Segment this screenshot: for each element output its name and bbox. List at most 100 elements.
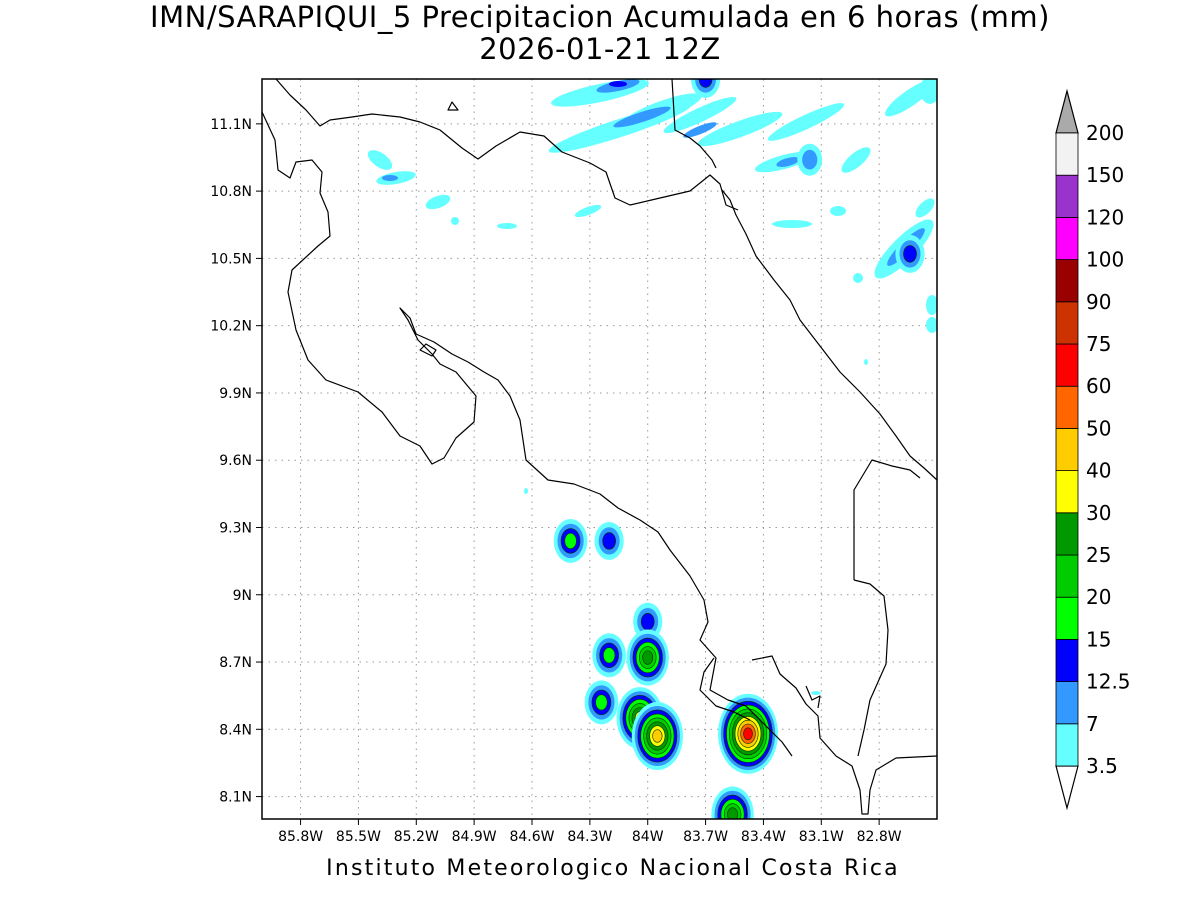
precip-contour (564, 532, 577, 549)
colorbar-swatch (1055, 132, 1079, 176)
lake-nicaragua-islet (447, 101, 459, 111)
colorbar-label: 20 (1086, 585, 1111, 609)
lat-tick-label: 9N (233, 588, 252, 604)
nicoya-islet (419, 343, 437, 357)
precip-contour (603, 647, 616, 664)
plot-area: 11.1N 10.8N 10.5N 10.2N 9.9N 9.6N 9.3N 9N 8.7N 8.… (210, 78, 938, 845)
map-title: IMN/SARAPIQUI_5 Precipitacion Acumulada … (150, 0, 1050, 34)
colorbar-label: 3.5 (1086, 754, 1118, 778)
precip-contour (602, 532, 616, 550)
nicaragua-coastline (275, 79, 739, 211)
precip-contour (595, 694, 608, 711)
precip-contour (642, 650, 654, 665)
lon-tick-label: 82.8W (857, 829, 902, 845)
colorbar-swatch (1055, 681, 1079, 725)
colorbar-label: 12.5 (1086, 670, 1131, 694)
colorbar-swatch (1055, 427, 1079, 471)
lon-tick-label: 83.1W (799, 829, 844, 845)
colorbar-label: 60 (1086, 374, 1111, 398)
precip-cell (626, 629, 669, 686)
lat-tick-label: 10.5N (210, 251, 252, 267)
precip-cell (797, 143, 823, 176)
precip-cell (592, 633, 626, 678)
lat-tick-label: 8.1N (219, 790, 252, 806)
precip-cell (718, 693, 778, 774)
precip-cell (553, 518, 588, 563)
precip-contour (640, 612, 655, 631)
precip-cell (690, 79, 721, 98)
costa-rica-caribbean-coast (721, 189, 937, 481)
colorbar-max-arrow (1055, 88, 1079, 134)
precip-cell (633, 602, 663, 641)
plot-frame (261, 78, 938, 820)
nicaragua-east-coast (671, 79, 717, 169)
precip-contour (743, 727, 753, 741)
lat-tick-label: 9.6N (219, 453, 252, 469)
colorbar-swatch (1055, 216, 1079, 260)
latitude-axis: 11.1N 10.8N 10.5N 10.2N 9.9N 9.6N 9.3N 9N 8.7N 8.… (210, 117, 262, 806)
colorbar-label: 15 (1086, 627, 1111, 651)
colorbar-label: 200 (1086, 121, 1124, 145)
footer-credit: Instituto Meteorologico Nacional Costa R… (326, 856, 900, 881)
precip-cell (711, 786, 754, 819)
colorbar-label: 75 (1086, 332, 1111, 356)
colorbar-label: 50 (1086, 416, 1111, 440)
precipitation-layer (367, 79, 937, 819)
lat-tick-label: 8.7N (219, 655, 252, 671)
colorbar-swatch (1055, 385, 1079, 429)
colorbar-swatch (1055, 301, 1079, 345)
lon-tick-label: 85.2W (394, 829, 439, 845)
burica-coast (805, 685, 821, 709)
precip-cell (594, 521, 624, 560)
precip-cell (631, 702, 683, 771)
colorbar-min-arrow (1055, 765, 1079, 811)
lat-tick-label: 11.1N (210, 117, 252, 133)
panama-border (853, 459, 921, 580)
precip-cell (895, 234, 925, 273)
precip-cells (553, 79, 925, 819)
lon-tick-label: 83.7W (683, 829, 728, 845)
precip-contour (652, 729, 663, 743)
colorbar-label: 90 (1086, 290, 1111, 314)
colorbar-label: 25 (1086, 543, 1111, 567)
precip-contour (698, 79, 713, 88)
lat-tick-label: 10.2N (210, 319, 252, 335)
lon-tick-label: 84.3W (567, 829, 612, 845)
panama-interior-line (853, 579, 889, 757)
colorbar-swatch (1055, 554, 1079, 598)
lon-tick-label: 85.5W (336, 829, 381, 845)
colorbar-swatch (1055, 259, 1079, 303)
colorbar-label: 40 (1086, 459, 1111, 483)
coastline-layer (262, 79, 937, 815)
colorbar-swatch (1055, 343, 1079, 387)
lat-tick-label: 10.8N (210, 184, 252, 200)
colorbar-label: 30 (1086, 501, 1111, 525)
precip-contour (802, 149, 818, 170)
golfo-dulce-coast (751, 655, 937, 815)
lat-tick-label: 9.3N (219, 520, 252, 536)
colorbar-swatch (1055, 596, 1079, 640)
longitude-axis: 85.8W 85.5W 85.2W 84.9W 84.6W 84.3W 84W 83.7W 83… (278, 819, 902, 845)
colorbar-swatch (1055, 723, 1079, 767)
map-subtitle: 2026-01-21 12Z (479, 32, 721, 66)
colorbar-label: 120 (1086, 205, 1124, 229)
colorbar-swatch (1055, 639, 1079, 683)
precip-contour (903, 245, 917, 263)
lon-tick-label: 83.4W (741, 829, 786, 845)
costa-rica-pacific-coast (262, 111, 793, 757)
lon-tick-label: 84.6W (509, 829, 554, 845)
lon-tick-label: 84W (632, 829, 664, 845)
lon-tick-label: 85.8W (278, 829, 323, 845)
colorbar-label: 7 (1086, 712, 1099, 736)
precip-contour (727, 807, 738, 819)
colorbar-label: 100 (1086, 248, 1124, 272)
lat-tick-label: 8.4N (219, 722, 252, 738)
colorbar: 3.5 7 12.5 15 20 25 30 40 50 60 75 90 100 120 150 200 (1055, 88, 1131, 811)
lon-tick-label: 84.9W (452, 829, 497, 845)
colorbar-swatch (1055, 512, 1079, 556)
colorbar-swatch (1055, 174, 1079, 218)
lat-tick-label: 9.9N (219, 386, 252, 402)
colorbar-swatch (1055, 470, 1079, 514)
colorbar-label: 150 (1086, 163, 1124, 187)
